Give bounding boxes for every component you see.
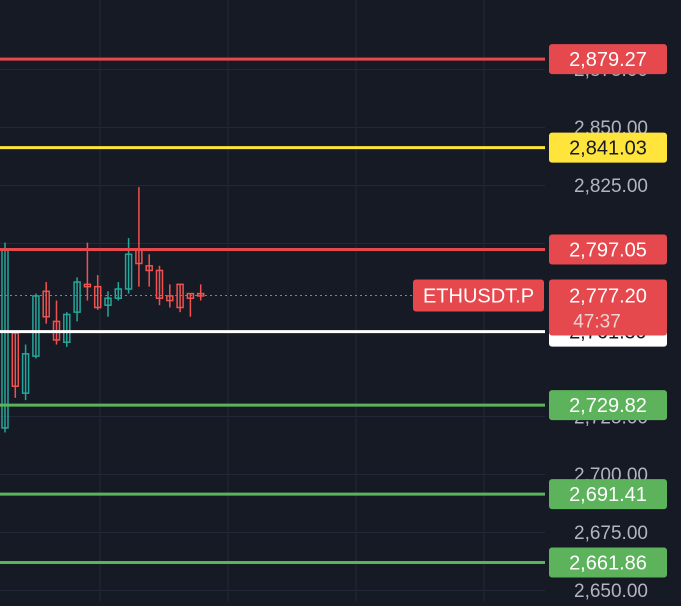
y-tick-label: 2,825.00: [574, 176, 648, 197]
symbol-tag: [413, 279, 544, 312]
price-level-label: 2,661.86: [569, 553, 647, 575]
candle-body-up: [21, 353, 30, 394]
countdown-label: 47:37: [573, 311, 621, 332]
candle-body-down: [176, 283, 184, 309]
candle-body-down: [155, 269, 164, 299]
candle-body-up: [73, 281, 81, 313]
price-level-badge: [549, 390, 667, 421]
price-level-label: 2,841.03: [569, 138, 647, 160]
price-level-badge: [549, 44, 667, 75]
price-level-label: 2,879.27: [569, 49, 647, 71]
price-level-badge: [549, 132, 667, 163]
candle-body-up: [124, 253, 133, 290]
y-tick-label: 2,650.00: [574, 581, 648, 601]
price-level-label: 2,691.41: [569, 484, 647, 506]
candle-body-down: [166, 295, 174, 302]
candle-body-up: [63, 313, 71, 343]
price-level-badge: [549, 547, 667, 578]
candle-body-up: [104, 297, 112, 306]
price-level-label: 2,729.82: [569, 395, 647, 417]
price-level-badge: [549, 234, 667, 265]
price-level-label: 2,797.05: [569, 239, 647, 261]
candle-body-down: [145, 265, 153, 272]
symbol-tag-label: ETHUSDT.P: [423, 285, 534, 307]
last-price-label: 2,777.20: [569, 285, 647, 307]
candle-body-up: [114, 288, 123, 299]
y-tick-label: 2,675.00: [574, 523, 648, 544]
candle-body-down: [186, 292, 195, 299]
last-price-badge: [549, 279, 667, 336]
price-level-badge: [549, 479, 667, 510]
candle-body-down: [42, 290, 50, 318]
candle-body-down: [93, 285, 102, 309]
candle-body-down: [83, 283, 92, 288]
